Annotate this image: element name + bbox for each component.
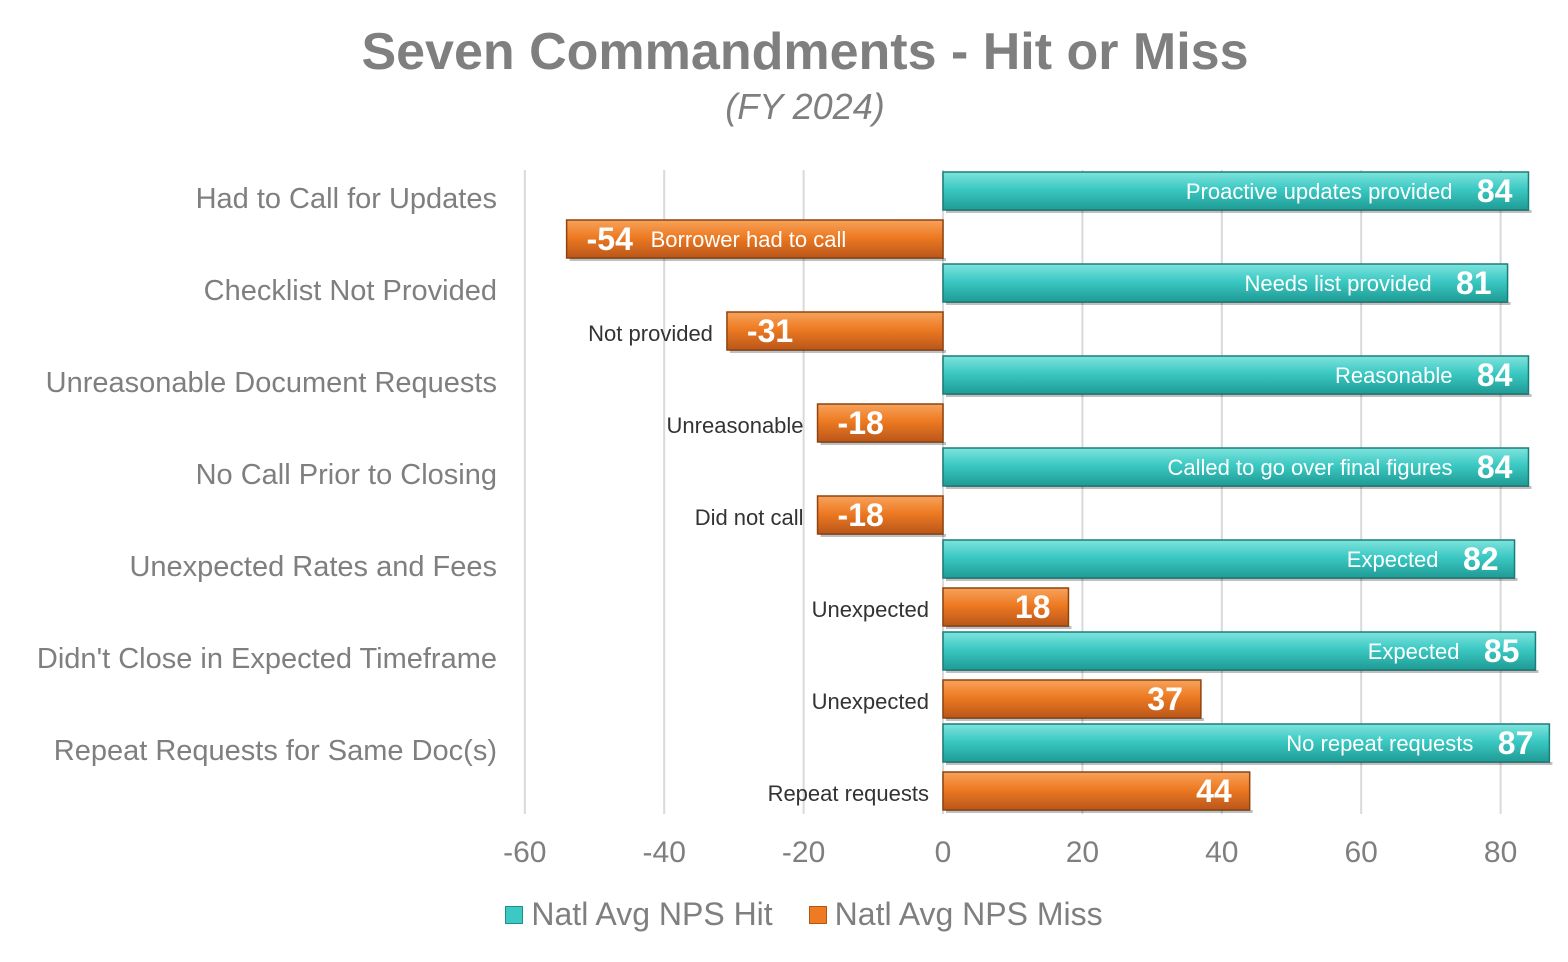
miss-value-label: -54	[587, 221, 633, 257]
chart-legend: Natl Avg NPS Hit Natl Avg NPS Miss	[0, 896, 1568, 933]
miss-bar-label: Repeat requests	[768, 781, 929, 806]
hit-value-label: 85	[1484, 633, 1520, 669]
hit-bar	[942, 355, 1530, 395]
x-tick-label: 40	[1205, 836, 1238, 869]
x-tick-label: 80	[1484, 836, 1517, 869]
hit-value-label: 84	[1477, 357, 1513, 393]
hit-bar-label: No repeat requests	[1286, 731, 1473, 756]
category-label: Unexpected Rates and Fees	[129, 551, 497, 583]
hit-value-label: 87	[1498, 725, 1534, 761]
hit-bar-label: Proactive updates provided	[1186, 179, 1453, 204]
miss-bar	[816, 495, 944, 535]
miss-bar	[816, 403, 944, 443]
x-tick-label: -40	[643, 836, 686, 869]
x-tick-label: 0	[935, 836, 952, 869]
x-tick-label: 60	[1345, 836, 1378, 869]
hit-bar-shadow	[946, 670, 1539, 673]
x-tick-label: 20	[1066, 836, 1099, 869]
legend-item-hit: Natl Avg NPS Hit	[505, 896, 773, 933]
miss-value-label: 44	[1196, 773, 1232, 809]
hit-bar-shadow	[946, 762, 1553, 765]
hit-bar	[942, 263, 1509, 303]
miss-bar	[942, 771, 1251, 811]
miss-value-label: 37	[1147, 681, 1183, 717]
bar-chart: -60 -40 -20 0 20 40 60 80 Had to Call for Update…	[37, 170, 1553, 869]
miss-bar-label: Unreasonable	[667, 413, 804, 438]
miss-bar-shadow	[820, 534, 946, 537]
hit-value-label: 84	[1477, 173, 1513, 209]
hit-bar-shadow	[946, 578, 1518, 581]
miss-value-label: -18	[838, 497, 884, 533]
miss-bar-shadow	[729, 350, 946, 353]
legend-swatch-hit	[505, 905, 524, 924]
hit-bar-label: Expected	[1347, 547, 1439, 572]
hit-bar	[942, 723, 1551, 763]
hit-bar-label: Reasonable	[1335, 363, 1452, 388]
category-label: Didn't Close in Expected Timeframe	[37, 643, 497, 675]
miss-bar-shadow	[946, 626, 1072, 629]
miss-bar	[726, 311, 944, 351]
miss-bar-label: Unexpected	[812, 597, 929, 622]
chart-title: Seven Commandments - Hit or Miss	[361, 23, 1249, 81]
hit-bar-shadow	[946, 394, 1532, 397]
hit-bar	[942, 171, 1530, 211]
legend-label-hit: Natl Avg NPS Hit	[531, 896, 773, 932]
hit-bar-label: Called to go over final figures	[1168, 455, 1453, 480]
miss-bar-shadow	[946, 718, 1204, 721]
miss-bar	[942, 679, 1202, 719]
miss-bar-shadow	[820, 442, 946, 445]
x-tick-label: -60	[503, 836, 546, 869]
miss-bar-label: Borrower had to call	[651, 227, 847, 252]
miss-bar-label: Unexpected	[812, 689, 929, 714]
hit-value-label: 84	[1477, 449, 1513, 485]
category-label: Unreasonable Document Requests	[46, 367, 497, 399]
hit-bar	[942, 631, 1537, 671]
x-tick-label: -20	[782, 836, 825, 869]
legend-label-miss: Natl Avg NPS Miss	[834, 896, 1103, 932]
miss-bar-label: Did not call	[695, 505, 804, 530]
miss-value-label: -31	[747, 313, 793, 349]
miss-bar	[942, 587, 1070, 627]
miss-bar	[565, 219, 944, 259]
hit-bar-shadow	[946, 302, 1511, 305]
hit-bar-label: Needs list provided	[1244, 271, 1431, 296]
miss-value-label: -18	[838, 405, 884, 441]
chart-subtitle: (FY 2024)	[725, 86, 885, 127]
legend-swatch-miss	[808, 905, 827, 924]
category-label: Had to Call for Updates	[196, 183, 497, 215]
miss-bar-label: Not provided	[588, 321, 713, 346]
hit-bar-label: Expected	[1368, 639, 1460, 664]
hit-bar	[942, 447, 1530, 487]
miss-bar-shadow	[569, 258, 946, 261]
hit-value-label: 82	[1463, 541, 1499, 577]
hit-bar	[942, 539, 1516, 579]
category-label: No Call Prior to Closing	[196, 459, 497, 491]
legend-item-miss: Natl Avg NPS Miss	[808, 896, 1103, 933]
category-label: Checklist Not Provided	[204, 275, 497, 307]
hit-value-label: 81	[1456, 265, 1492, 301]
hit-bar-shadow	[946, 210, 1532, 213]
category-label: Repeat Requests for Same Doc(s)	[54, 735, 497, 767]
hit-bar-shadow	[946, 486, 1532, 489]
miss-value-label: 18	[1015, 589, 1051, 625]
miss-bar-shadow	[946, 810, 1253, 813]
